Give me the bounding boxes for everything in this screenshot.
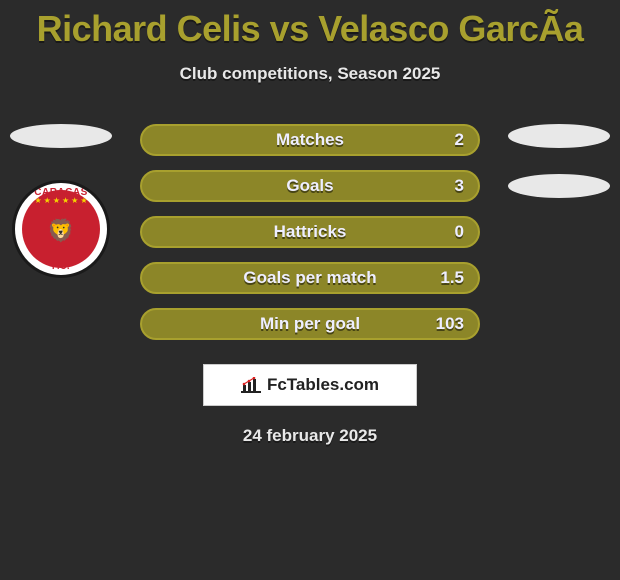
report-date: 24 february 2025 xyxy=(0,426,620,446)
stat-bar: Goals per match 1.5 xyxy=(140,262,480,294)
stat-value: 3 xyxy=(455,176,464,196)
subtitle: Club competitions, Season 2025 xyxy=(0,64,620,84)
stat-value: 0 xyxy=(455,222,464,242)
stat-bar: Hattricks 0 xyxy=(140,216,480,248)
badge-text-bottom: F.C. xyxy=(52,261,70,271)
logo-text: FcTables.com xyxy=(267,375,379,395)
badge-inner: ★★★★★★ 🦁 xyxy=(22,190,100,268)
stat-label: Hattricks xyxy=(156,222,464,242)
stat-label: Matches xyxy=(156,130,464,150)
stat-value: 103 xyxy=(436,314,464,334)
stat-value: 2 xyxy=(455,130,464,150)
fctables-logo[interactable]: FcTables.com xyxy=(203,364,417,406)
player-headshot-placeholder xyxy=(508,124,610,148)
stat-label: Goals xyxy=(156,176,464,196)
stat-bar: Goals 3 xyxy=(140,170,480,202)
left-player-column: CARACAS ★★★★★★ 🦁 F.C. xyxy=(6,124,116,278)
team-badge-placeholder xyxy=(508,174,610,198)
stat-label: Min per goal xyxy=(156,314,464,334)
stat-label: Goals per match xyxy=(156,268,464,288)
badge-lion-icon: 🦁 xyxy=(47,220,74,242)
bar-chart-icon xyxy=(241,377,261,393)
comparison-content: CARACAS ★★★★★★ 🦁 F.C. Matches 2 Goals 3 … xyxy=(0,124,620,446)
stat-bar: Matches 2 xyxy=(140,124,480,156)
stat-bar: Min per goal 103 xyxy=(140,308,480,340)
player-headshot-placeholder xyxy=(10,124,112,148)
badge-stars: ★★★★★★ xyxy=(34,196,87,205)
stats-bars: Matches 2 Goals 3 Hattricks 0 Goals per … xyxy=(140,124,480,340)
page-title: Richard Celis vs Velasco GarcÃ­a xyxy=(0,0,620,50)
team-badge-caracas: CARACAS ★★★★★★ 🦁 F.C. xyxy=(12,180,110,278)
stat-value: 1.5 xyxy=(440,268,464,288)
right-player-column xyxy=(504,124,614,224)
